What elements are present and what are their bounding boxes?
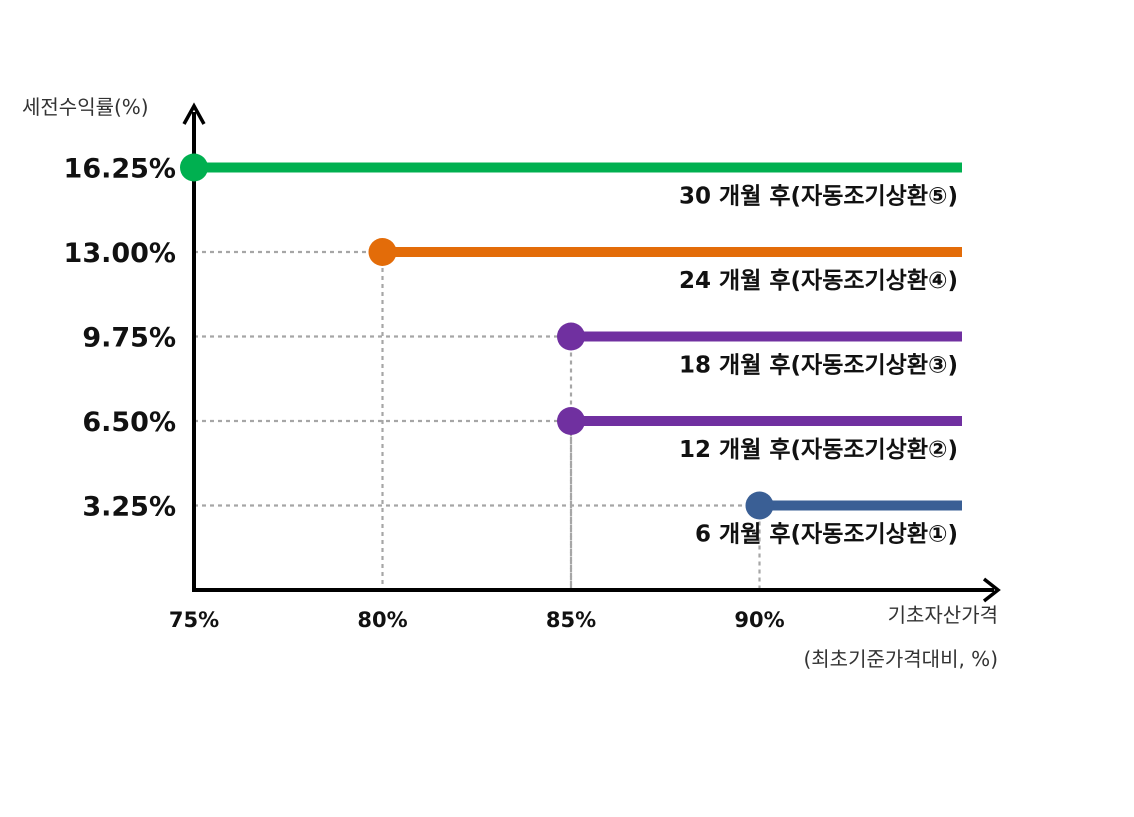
axes	[182, 102, 1001, 603]
y-axis-label: 세전수익률(%)	[22, 95, 149, 119]
x-tick-labels: 75% 80% 85% 90%	[169, 608, 785, 632]
series-marker	[180, 153, 208, 182]
y-tick-labels: 16.25% 13.00% 9.75% 6.50% 3.25%	[64, 154, 176, 523]
y-tick-label: 3.25%	[82, 492, 176, 523]
series-marker	[368, 238, 397, 266]
x-axis-label-line2: (최초기준가격대비, %)	[803, 647, 998, 671]
series-label: 18 개월 후(자동조기상환③)	[679, 353, 958, 379]
y-tick-label: 6.50%	[82, 407, 176, 438]
series-label: 6 개월 후(자동조기상환①)	[695, 522, 958, 548]
x-tick-label: 75%	[169, 608, 219, 632]
x-axis-label-line1: 기초자산가격	[888, 603, 998, 627]
y-tick-label: 16.25%	[64, 154, 176, 185]
series-marker	[557, 322, 585, 351]
y-tick-label: 13.00%	[64, 238, 176, 269]
x-tick-label: 90%	[734, 608, 784, 632]
y-axis-arrow	[182, 102, 206, 125]
series-marker	[557, 407, 585, 435]
y-tick-label: 9.75%	[82, 323, 176, 354]
series-group: 30 개월 후(자동조기상환⑤) 24 개월 후(자동조기상환④) 18 개월 후(…	[180, 153, 962, 548]
series-label: 24 개월 후(자동조기상환④)	[679, 268, 958, 294]
series-marker	[745, 491, 774, 520]
x-tick-label: 80%	[357, 608, 407, 632]
guide-lines	[194, 250, 761, 590]
series-label: 30 개월 후(자동조기상환⑤)	[679, 184, 958, 210]
x-tick-label: 85%	[546, 608, 596, 632]
x-axis-arrow	[982, 577, 1001, 603]
series-label: 12 개월 후(자동조기상환②)	[679, 437, 958, 463]
